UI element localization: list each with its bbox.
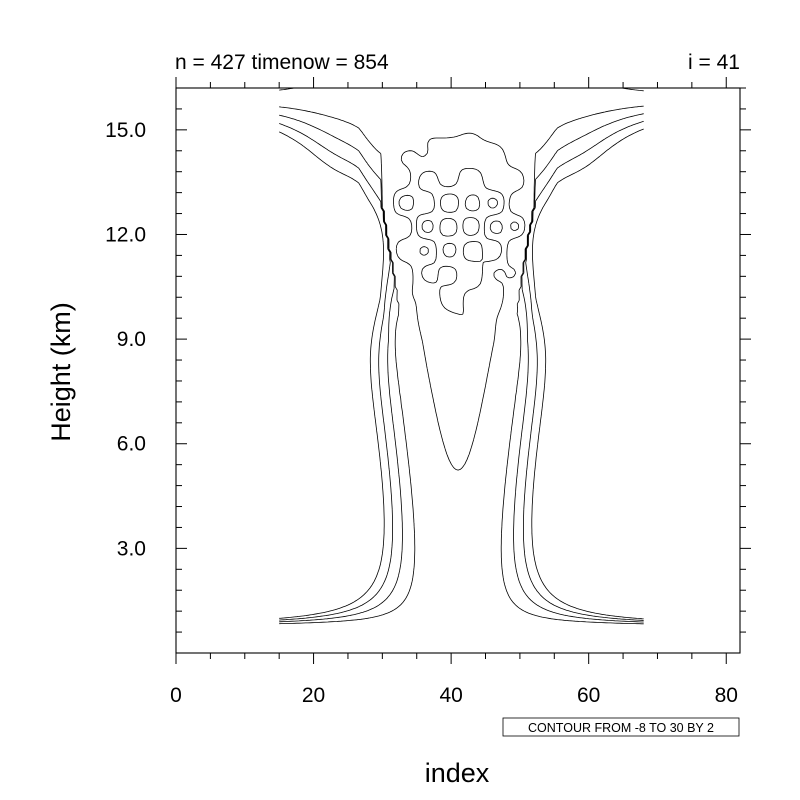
contour-lines <box>279 87 644 625</box>
x-tick-label: 60 <box>577 684 600 707</box>
contour-line-negative <box>279 128 644 620</box>
y-tick-label: 6.0 <box>117 433 146 456</box>
contour-line-positive <box>279 87 644 471</box>
y-tick-label: 3.0 <box>117 537 146 560</box>
y-tick-label: 12.0 <box>105 223 146 246</box>
contour-info-label: CONTOUR FROM -8 TO 30 BY 2 <box>528 721 714 735</box>
plot-frame <box>175 87 741 654</box>
x-axis-title: index <box>425 758 490 788</box>
contour-line-negative <box>279 120 644 621</box>
plot-title-left: n = 427 timenow = 854 <box>175 51 389 74</box>
x-tick-label: 80 <box>715 684 738 707</box>
plot-title-right: i = 41 <box>688 51 740 74</box>
axis-ticks: 0 20 40 60 80 3.0 6.0 9.0 12.0 15.0 <box>105 77 751 707</box>
contour-line-positive <box>398 168 519 315</box>
contour-line-positive <box>421 193 498 258</box>
contour-line-negative <box>279 113 644 623</box>
x-tick-label: 40 <box>439 684 462 707</box>
x-tick-label: 0 <box>170 684 182 707</box>
contour-info-box <box>502 717 740 737</box>
y-axis-title: Height (km) <box>46 302 76 442</box>
contour-line-negative <box>279 105 644 625</box>
y-tick-label: 15.0 <box>105 119 146 142</box>
y-tick-label: 9.0 <box>117 328 146 351</box>
x-tick-label: 20 <box>302 684 325 707</box>
